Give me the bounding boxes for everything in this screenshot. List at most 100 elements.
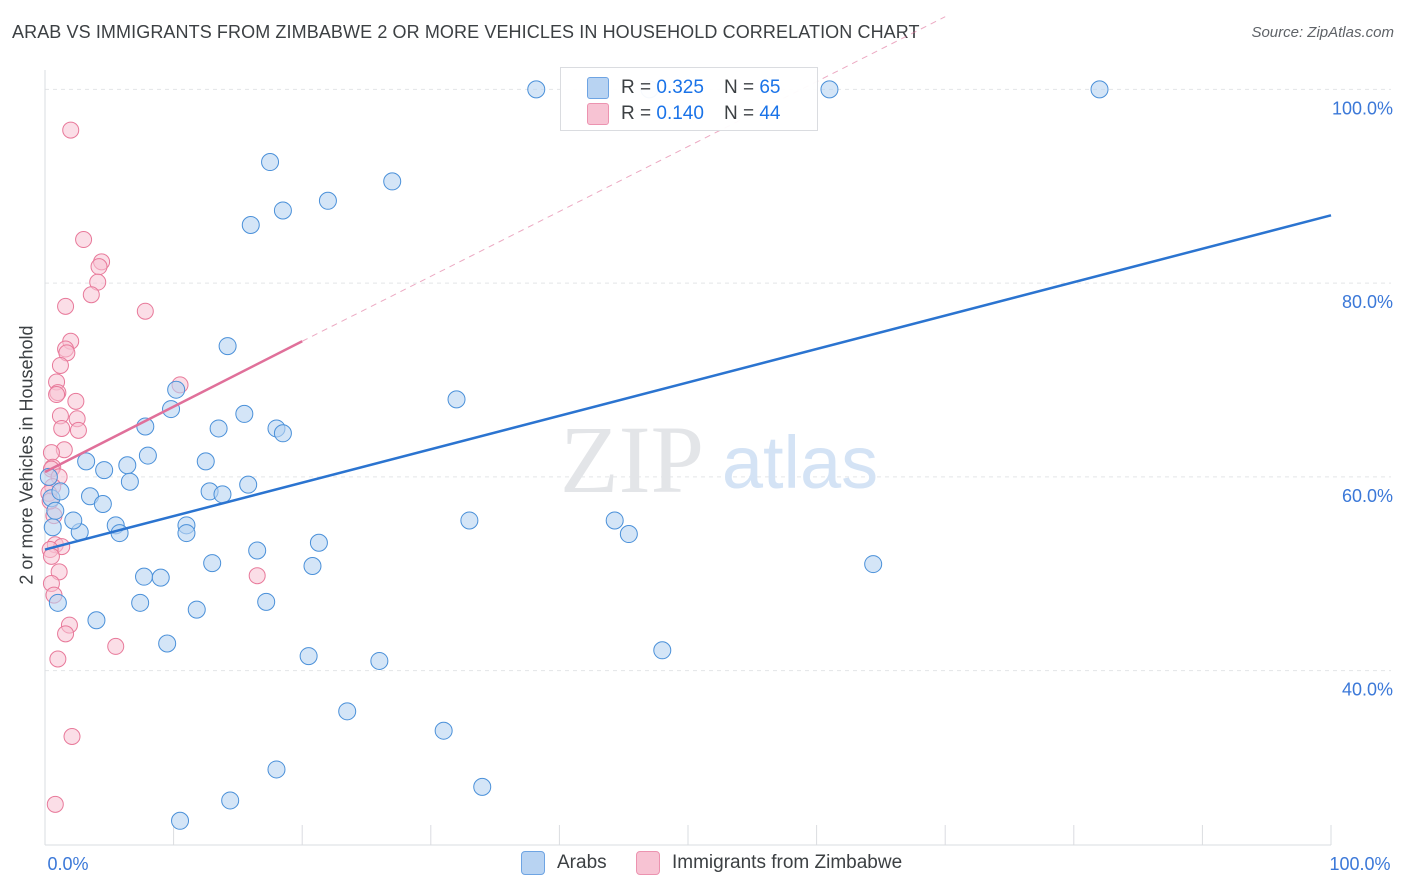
arabs-point-19 [77, 452, 96, 471]
zimbabwe-point-40 [49, 650, 67, 668]
arabs-point-51 [87, 611, 106, 630]
y-tick-label-80: 80.0% [1342, 292, 1393, 312]
y-tick-label-40: 40.0% [1342, 680, 1393, 700]
arabs-trend-line [44, 214, 1332, 551]
legend-swatch-pink [587, 103, 609, 125]
zimbabwe-point-1 [75, 231, 93, 249]
arabs-point-53 [653, 641, 672, 660]
zimbabwe-point-19 [53, 419, 71, 437]
arabs-point-48 [131, 593, 150, 612]
arabs-point-40 [309, 533, 328, 552]
zimbabwe-trend-line [44, 340, 303, 474]
arabs-point-44 [864, 555, 883, 574]
arabs-point-58 [267, 760, 286, 779]
zimbabwe-point-3 [90, 258, 108, 276]
gridlines [45, 88, 1391, 672]
arabs-point-32 [605, 511, 624, 530]
arabs-point-24 [120, 472, 139, 491]
y-tick-labels: 40.0% 60.0% 80.0% 100.0% [1332, 98, 1393, 699]
arabs-point-64 [64, 511, 83, 530]
arabs-point-2 [820, 80, 839, 99]
arabs-point-55 [370, 651, 389, 670]
legend-n-value: 65 [759, 77, 781, 98]
legend-row-zimbabwe: R = 0.140 N = 44 [587, 101, 780, 127]
y-tick-label-100: 100.0% [1332, 98, 1393, 118]
arabs-point-56 [338, 702, 357, 721]
arabs-point-23 [39, 467, 58, 486]
zimbabwe-point-32 [42, 547, 60, 565]
arabs-point-8 [241, 216, 260, 234]
chart-title: ARAB VS IMMIGRANTS FROM ZIMBABWE 2 OR MO… [12, 22, 920, 42]
arabs-point-5 [383, 172, 402, 191]
zimbabwe-point-0 [62, 121, 80, 139]
arabs-point-45 [135, 567, 154, 586]
legend-item-zimbabwe: Immigrants from Zimbabwe [636, 851, 902, 875]
arabs-point-42 [203, 554, 222, 573]
legend-r-label: R = [621, 103, 652, 124]
zimbabwe-point-6 [57, 297, 75, 315]
arabs-point-27 [213, 485, 232, 504]
arabs-point-50 [187, 600, 206, 619]
arabs-point-49 [257, 592, 276, 611]
legend-swatch-blue [587, 77, 609, 99]
legend-n-label: N = [723, 77, 755, 98]
legend-row-arabs: R = 0.325 N = 65 [587, 75, 780, 101]
arabs-point-63 [51, 482, 70, 501]
zimbabwe-point-42 [46, 795, 64, 813]
zimbabwe-point-7 [136, 302, 154, 320]
watermark-atlas: atlas [722, 421, 878, 504]
arabs-point-37 [177, 524, 196, 543]
arabs-point-52 [158, 634, 177, 653]
legend-r-value: 0.140 [656, 103, 704, 124]
correlation-legend: R = 0.325 N = 65 R = 0.140 N = 44 [560, 67, 818, 131]
legend-label-zimbabwe: Immigrants from Zimbabwe [672, 852, 903, 873]
arabs-point-11 [447, 390, 466, 409]
legend-label-arabs: Arabs [557, 852, 607, 873]
zimbabwe-point-34 [248, 567, 266, 585]
x-tick-label-min: 0.0% [47, 854, 88, 874]
arabs-point-10 [167, 380, 186, 399]
arabs-point-60 [221, 791, 240, 810]
legend-swatch-zimbabwe [636, 851, 660, 875]
arabs-point-17 [273, 424, 292, 443]
arabs-point-47 [48, 593, 67, 612]
arabs-point-35 [43, 518, 62, 537]
watermark-zip: ZIP [560, 406, 704, 513]
zimbabwe-point-15 [48, 386, 66, 404]
y-tick-label-60: 60.0% [1342, 486, 1393, 506]
x-tick-label-max: 100.0% [1329, 854, 1390, 874]
legend-item-arabs: Arabs [521, 851, 607, 875]
series-zimbabwe-points [40, 121, 266, 813]
arabs-point-59 [473, 777, 492, 796]
watermark: ZIP atlas [560, 406, 878, 513]
arabs-point-25 [239, 475, 258, 494]
legend-swatch-arabs [521, 851, 545, 875]
zimbabwe-point-41 [63, 728, 81, 745]
arabs-point-38 [110, 524, 129, 543]
arabs-point-22 [95, 461, 114, 480]
arabs-point-57 [434, 721, 453, 740]
zimbabwe-point-20 [69, 421, 87, 439]
arabs-point-41 [248, 541, 267, 560]
zimbabwe-point-38 [57, 625, 75, 643]
zimbabwe-point-39 [107, 637, 125, 655]
arabs-point-39 [619, 525, 638, 544]
x-tick-labels: 0.0% 100.0% [47, 854, 1390, 874]
x-ticks [44, 825, 1332, 845]
arabs-point-20 [196, 452, 215, 471]
arabs-point-21 [118, 456, 137, 475]
arabs-point-0 [527, 80, 546, 99]
legend-n-value: 44 [759, 103, 781, 124]
trend-lines [44, 16, 1332, 551]
arabs-point-43 [303, 557, 322, 575]
arabs-point-3 [1090, 80, 1109, 99]
arabs-point-62 [46, 501, 65, 520]
arabs-point-4 [261, 153, 280, 172]
arabs-point-31 [460, 511, 479, 530]
arabs-point-54 [299, 647, 318, 666]
arabs-point-13 [235, 404, 254, 423]
legend-n-label: N = [723, 103, 755, 124]
arabs-point-18 [138, 446, 157, 465]
arabs-point-9 [218, 337, 237, 356]
